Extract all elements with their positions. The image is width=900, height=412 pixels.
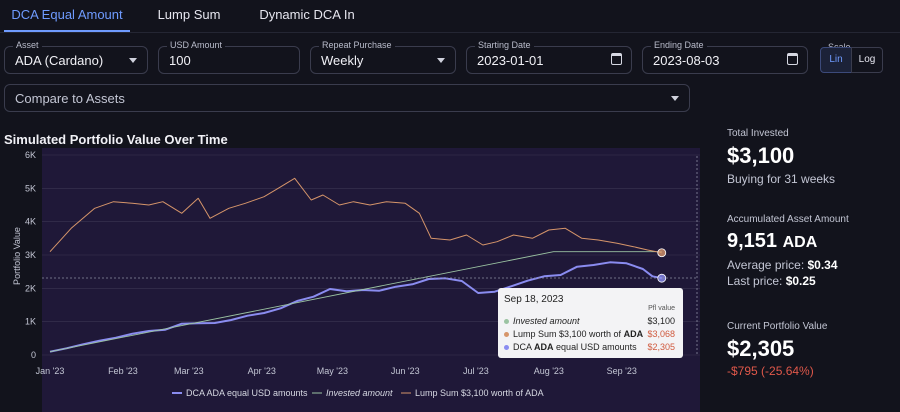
x-tick-label: Jan '23 [36, 366, 65, 376]
repeat-purchase-select[interactable]: Repeat Purchase Weekly [310, 40, 456, 74]
legend-dca-label: DCA ADA equal USD amounts [186, 388, 308, 398]
y-tick-label: 1K [25, 317, 36, 327]
tooltip-header: Pfl value [648, 305, 675, 312]
y-tick-label: 5K [25, 183, 36, 193]
current-value: $2,305 [727, 336, 795, 361]
tooltip-dca-value: $2,305 [647, 342, 675, 352]
legend-lump-label: Lump Sum $3,100 worth of ADA [415, 388, 544, 398]
tooltip-lump-value: $3,068 [647, 329, 675, 339]
x-tick-label: Feb '23 [108, 366, 138, 376]
chevron-down-icon [129, 58, 137, 63]
compare-assets-placeholder: Compare to Assets [15, 91, 125, 106]
starting-date-value: 2023-01-01 [477, 53, 544, 68]
tab-bar: DCA Equal Amount Lump Sum Dynamic DCA In [0, 0, 900, 33]
average-price-value: $0.34 [807, 258, 838, 272]
portfolio-chart: 0 1K 2K 3K 4K 5K 6K Jan '23 Feb '23 Mar '23 Apr '… [12, 148, 700, 412]
dca-dot-icon [504, 345, 509, 351]
ending-date-label: Ending Date [651, 40, 707, 50]
hover-point-dca [657, 273, 667, 283]
tooltip-row-invested: Invested amount [504, 316, 580, 326]
accumulated-label: Accumulated Asset Amount [727, 214, 849, 225]
y-tick-label: 2K [25, 283, 36, 293]
tab-dynamic-dca-in[interactable]: Dynamic DCA In [259, 7, 355, 22]
buying-for-text: Buying for 31 weeks [727, 172, 836, 186]
y-tick-label: 3K [25, 250, 36, 260]
x-tick-label: Jun '23 [391, 366, 420, 376]
legend-dca[interactable]: DCA ADA equal USD amounts [186, 388, 308, 398]
usd-amount-input[interactable]: USD Amount 100 [158, 40, 300, 74]
ending-date-input[interactable]: Ending Date 2023-08-03 [642, 40, 808, 74]
calendar-icon[interactable] [611, 53, 622, 65]
change-value: -$795 (-25.64%) [727, 364, 814, 378]
series-line-lump[interactable] [49, 177, 662, 254]
calendar-icon[interactable] [787, 53, 798, 65]
hover-point-lump [657, 248, 667, 258]
tooltip-date: Sep 18, 2023 [504, 294, 564, 305]
x-tick-label: Jul '23 [463, 366, 489, 376]
series-line-invested[interactable] [49, 251, 662, 353]
tooltip-row-dca: DCA ADA equal USD amounts [504, 342, 637, 352]
chart-tooltip: Sep 18, 2023 Pfl value Invested amount $… [498, 288, 683, 358]
x-tick-label: May '23 [317, 366, 348, 376]
x-tick-label: Apr '23 [248, 366, 276, 376]
x-tick-label: Aug '23 [534, 366, 564, 376]
asset-value: ADA (Cardano) [15, 53, 104, 68]
compare-assets-select[interactable]: Compare to Assets [4, 84, 690, 112]
lump-dot-icon [504, 332, 509, 338]
legend-lump[interactable]: Lump Sum $3,100 worth of ADA [415, 388, 544, 398]
accumulated-unit: ADA [782, 234, 818, 251]
y-axis-label: Portfolio Value [12, 227, 22, 285]
accumulated-amount-value: 9,151 [727, 230, 778, 252]
tooltip-row-invested-label: Invested amount [513, 316, 580, 326]
total-invested-value: $3,100 [727, 143, 795, 168]
accumulated-amount: 9,151 ADA [727, 230, 817, 253]
usd-amount-label: USD Amount [167, 40, 226, 50]
average-price: Average price: $0.34 [727, 258, 838, 272]
tooltip-invested-value: $3,100 [647, 316, 675, 326]
x-tick-label: Sep '23 [607, 366, 637, 376]
repeat-purchase-label: Repeat Purchase [319, 40, 395, 50]
asset-select[interactable]: Asset ADA (Cardano) [4, 40, 148, 74]
chart-title: Simulated Portfolio Value Over Time [4, 132, 228, 147]
usd-amount-value: 100 [169, 53, 191, 68]
scale-log-button[interactable]: Log [851, 47, 883, 73]
invested-dot-icon [504, 319, 509, 325]
y-tick-label: 6K [25, 150, 36, 160]
chevron-down-icon [437, 58, 445, 63]
tab-dca-equal-amount[interactable]: DCA Equal Amount [4, 0, 130, 32]
tooltip-row-lump-label: Lump Sum $3,100 worth of [513, 329, 622, 339]
average-price-label: Average price: [727, 258, 805, 272]
tab-lump-sum[interactable]: Lump Sum [157, 7, 221, 22]
chevron-down-icon [671, 96, 679, 101]
tooltip-row-lump: Lump Sum $3,100 worth of ADA [504, 329, 643, 339]
plot-background [42, 148, 700, 412]
scale-lin-button[interactable]: Lin [820, 47, 852, 73]
current-value-label: Current Portfolio Value [727, 321, 828, 332]
tooltip-row-dca-label: DCA [513, 342, 532, 352]
tooltip-row-lump-asset: ADA [623, 329, 644, 339]
ending-date-value: 2023-08-03 [653, 53, 720, 68]
tooltip-row-dca-asset: ADA [534, 342, 554, 352]
x-tick-label: Mar '23 [174, 366, 204, 376]
last-price-label: Last price: [727, 274, 783, 288]
starting-date-label: Starting Date [475, 40, 534, 50]
y-tick-label: 0 [31, 350, 36, 360]
tooltip-row-dca-label2: equal USD amounts [556, 342, 637, 352]
starting-date-input[interactable]: Starting Date 2023-01-01 [466, 40, 632, 74]
legend-invested[interactable]: Invested amount [326, 388, 393, 398]
total-invested-label: Total Invested [727, 128, 789, 139]
asset-label: Asset [13, 40, 42, 50]
last-price-value: $0.25 [785, 274, 816, 288]
last-price: Last price: $0.25 [727, 274, 816, 288]
y-tick-label: 4K [25, 217, 36, 227]
repeat-purchase-value: Weekly [321, 53, 364, 68]
